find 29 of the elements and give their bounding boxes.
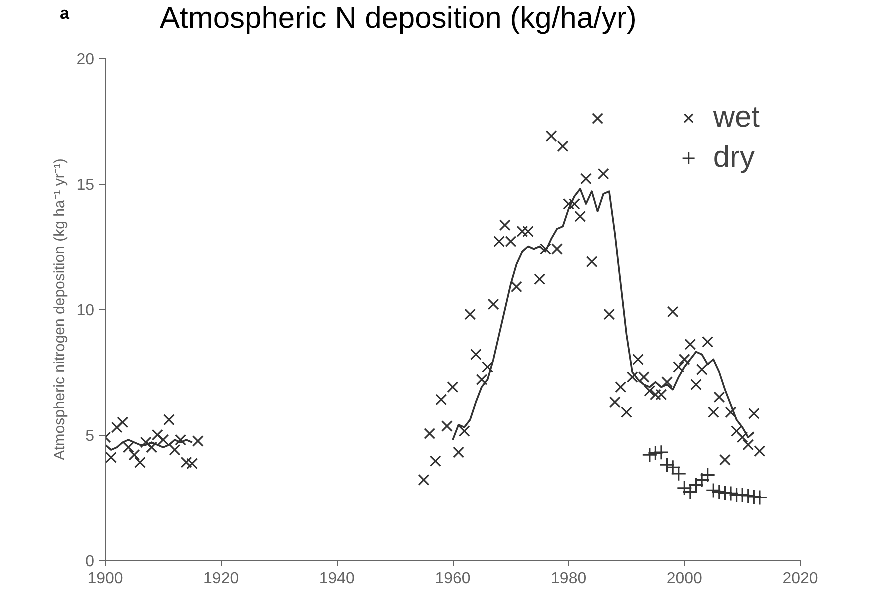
point <box>712 484 728 500</box>
point <box>665 460 681 476</box>
point <box>642 447 658 463</box>
point <box>706 482 722 499</box>
chart-title: Atmospheric N deposition (kg/ha/yr) <box>160 2 637 36</box>
y-tick-label: 20 <box>76 52 95 68</box>
point <box>740 488 756 504</box>
legend-label: dry <box>713 141 755 175</box>
x-tick-label: 1900 <box>88 570 124 588</box>
x-tick-label: 1940 <box>319 570 356 588</box>
point <box>654 444 670 460</box>
y-tick-label: 10 <box>76 302 95 320</box>
point <box>671 466 687 482</box>
point <box>659 457 676 473</box>
text: a <box>60 4 70 24</box>
x-tick-label: 1980 <box>551 570 587 588</box>
x-tick-label: 2020 <box>782 570 818 588</box>
point <box>746 489 762 505</box>
x-tick-label: 2000 <box>666 570 703 588</box>
y-tick-label: 15 <box>76 177 95 194</box>
point <box>752 490 768 506</box>
y-tick-label: 0 <box>86 554 95 570</box>
point <box>676 480 692 496</box>
y-axis-title: Atmospheric nitrogen deposition (kg ha⁻¹ yr⁻¹) <box>52 158 69 460</box>
x-tick-label: 1960 <box>435 570 471 588</box>
point <box>723 486 739 502</box>
x-tick-label: 1920 <box>204 570 240 588</box>
y-tick-label: 5 <box>86 428 95 445</box>
legend-label: wet <box>713 101 760 135</box>
